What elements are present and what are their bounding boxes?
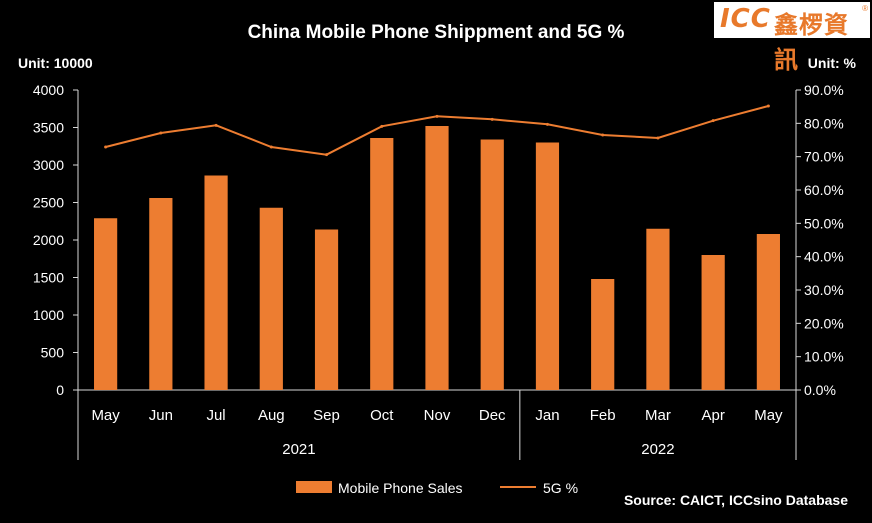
bar-nov-6 xyxy=(425,126,449,390)
bar-apr-11 xyxy=(701,255,725,390)
left-tick-label: 2500 xyxy=(33,195,64,211)
line-point-4 xyxy=(325,153,329,157)
right-tick-label: 60.0% xyxy=(804,182,844,198)
legend-bar-swatch xyxy=(296,481,332,493)
line-point-8 xyxy=(545,122,549,126)
right-tick-label: 0.0% xyxy=(804,382,836,398)
bar-may-12 xyxy=(756,234,780,390)
line-point-10 xyxy=(656,136,660,140)
legend-bar-label: Mobile Phone Sales xyxy=(338,480,463,496)
right-tick-label: 50.0% xyxy=(804,215,844,231)
logo-registered-mark: ® xyxy=(862,4,868,13)
line-point-0 xyxy=(104,145,108,149)
x-tick-label: Jan xyxy=(535,407,559,424)
right-tick-label: 10.0% xyxy=(804,349,844,365)
x-tick-label: Feb xyxy=(590,407,616,424)
line-point-5 xyxy=(380,124,384,128)
bar-aug-3 xyxy=(259,207,283,390)
line-point-6 xyxy=(435,114,439,118)
logo-brand: ICC xyxy=(720,4,771,34)
bar-jul-2 xyxy=(204,175,228,390)
bar-sep-4 xyxy=(314,229,339,390)
left-tick-label: 3500 xyxy=(33,120,64,136)
line-point-12 xyxy=(766,104,770,108)
bar-oct-5 xyxy=(370,138,394,390)
right-tick-label: 90.0% xyxy=(804,82,844,98)
x-tick-label: Sep xyxy=(313,407,340,424)
chart-title: China Mobile Phone Shippment and 5G % xyxy=(248,22,625,43)
legend: Mobile Phone Sales 5G % xyxy=(296,480,578,496)
line-point-7 xyxy=(490,117,494,121)
bar-mar-10 xyxy=(646,228,670,390)
group-label: 2021 xyxy=(282,441,315,458)
right-tick-label: 20.0% xyxy=(804,315,844,331)
right-tick-label: 30.0% xyxy=(804,282,844,298)
left-tick-label: 1000 xyxy=(33,307,64,323)
line-point-1 xyxy=(159,131,163,135)
left-unit-label: Unit: 10000 xyxy=(18,55,93,71)
left-tick-label: 3000 xyxy=(33,157,64,173)
line-point-11 xyxy=(711,119,715,123)
x-tick-label: Mar xyxy=(645,407,671,424)
bar-feb-9 xyxy=(591,279,615,390)
group-label: 2022 xyxy=(641,441,674,458)
icc-logo: ICC 鑫椤資訊 ® xyxy=(714,2,870,74)
x-tick-label: Jun xyxy=(149,407,173,424)
bar-jan-8 xyxy=(535,142,560,390)
right-unit-label: Unit: % xyxy=(808,55,857,71)
line-point-9 xyxy=(601,133,605,137)
left-tick-label: 4000 xyxy=(33,82,64,98)
right-tick-label: 40.0% xyxy=(804,249,844,265)
x-tick-label: Oct xyxy=(370,407,394,424)
left-tick-label: 500 xyxy=(41,345,65,361)
x-tick-label: May xyxy=(754,407,783,424)
source-note: Source: CAICT, ICCsino Database xyxy=(624,492,848,508)
x-tick-label: Apr xyxy=(701,407,724,424)
line-series xyxy=(104,104,770,157)
x-tick-label: Aug xyxy=(258,407,285,424)
logo-chinese-name: 鑫椤資訊 xyxy=(774,11,849,74)
bar-jun-1 xyxy=(149,198,173,390)
left-tick-label: 2000 xyxy=(33,232,64,248)
x-tick-label: May xyxy=(91,407,120,424)
line-point-3 xyxy=(269,145,273,149)
x-tick-label: Nov xyxy=(424,407,451,424)
bar-may-0 xyxy=(94,218,118,390)
right-axis-ticks: 0.0% 10.0% 20.0% 30.0% 40.0% 50.0% 60.0% 70.0% 8… xyxy=(796,82,844,398)
bar-series xyxy=(94,126,780,390)
left-axis-ticks: 0 500 1000 1500 2000 2500 3000 3500 4000 xyxy=(33,82,78,398)
x-tick-label: Jul xyxy=(206,407,225,424)
left-tick-label: 0 xyxy=(56,382,64,398)
x-axis-labels: May Jun Jul Aug Sep Oct Nov Dec Jan Feb Mar Apr May xyxy=(91,407,783,424)
left-tick-label: 1500 xyxy=(33,270,64,286)
right-tick-label: 70.0% xyxy=(804,149,844,165)
line-point-2 xyxy=(214,123,218,127)
year-group-labels: 2021 2022 xyxy=(282,390,675,460)
bar-dec-7 xyxy=(480,139,504,390)
x-tick-label: Dec xyxy=(479,407,506,424)
legend-line-label: 5G % xyxy=(543,480,578,496)
right-tick-label: 80.0% xyxy=(804,115,844,131)
